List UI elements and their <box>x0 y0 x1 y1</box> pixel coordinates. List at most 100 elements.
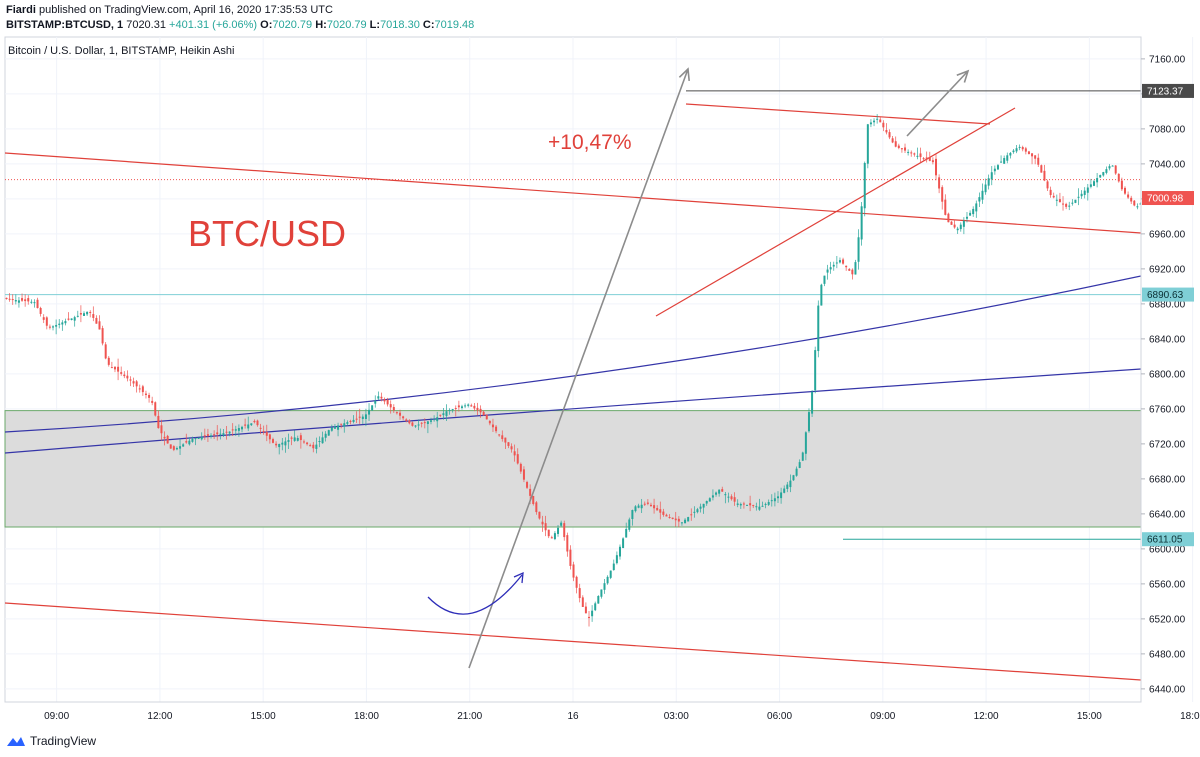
candle-body <box>420 422 423 424</box>
close-label: C: <box>422 19 435 31</box>
candle-body <box>473 405 476 409</box>
candle-body <box>913 153 916 155</box>
candle-body <box>882 122 885 128</box>
candle-body <box>941 187 944 202</box>
candle-body <box>315 444 318 449</box>
candle-body <box>42 317 45 320</box>
candle-body <box>975 203 978 212</box>
candle-body <box>306 442 309 445</box>
candle-body <box>718 489 721 494</box>
candle-body <box>553 533 556 540</box>
candle-body <box>188 440 191 445</box>
candle-body <box>1136 206 1139 208</box>
candle-body <box>101 328 104 344</box>
footer-brand[interactable]: TradingView <box>30 734 97 748</box>
candle-body <box>436 417 439 422</box>
horizontal-lines <box>5 90 1141 540</box>
candle-body <box>814 350 817 391</box>
candle-body <box>646 502 649 504</box>
candle-body <box>547 529 550 537</box>
candles <box>5 114 1141 627</box>
candle-body <box>296 438 299 441</box>
candle-body <box>795 468 798 476</box>
candle-body <box>848 269 851 271</box>
price-labels: 7123.37 7000.98 6890.63 6611.05 <box>1142 83 1194 547</box>
candle-body <box>355 418 358 420</box>
candle-body <box>522 469 525 480</box>
candle-body <box>649 504 652 507</box>
candle-body <box>1099 175 1102 178</box>
candle-body <box>965 216 968 219</box>
price-tick-label: 6800.00 <box>1149 369 1186 380</box>
candle-body <box>817 305 820 352</box>
candle-body <box>411 422 414 426</box>
candle-body <box>284 441 287 446</box>
candle-body <box>210 435 213 437</box>
tradingview-logo-icon[interactable] <box>6 734 26 748</box>
candle-body <box>538 511 541 519</box>
candle-body <box>1031 153 1034 157</box>
candle-body <box>312 444 315 449</box>
time-tick-label: 16 <box>567 711 579 722</box>
candle-body <box>135 381 138 387</box>
candle-body <box>76 315 79 317</box>
candle-body <box>399 412 402 416</box>
candle-body <box>749 503 752 506</box>
candle-body <box>281 442 284 445</box>
candle-body <box>52 326 55 328</box>
author-name[interactable]: Fiardi <box>6 4 36 16</box>
price-axis[interactable]: 6440.00 6480.00 6520.00 6560.00 6600.00 6640.… <box>1141 54 1186 695</box>
candle-body <box>182 444 185 447</box>
candle-body <box>606 576 609 584</box>
candle-body <box>1086 187 1089 193</box>
price-label-box <box>1142 532 1194 547</box>
candle-body <box>544 523 547 531</box>
candle-body <box>684 519 687 524</box>
time-tick-label: 21:00 <box>457 711 482 722</box>
candle-body <box>33 302 36 304</box>
candle-body <box>761 505 764 507</box>
candle-body <box>674 518 677 521</box>
candle-body <box>885 130 888 133</box>
candle-body <box>519 463 522 472</box>
candle-body <box>773 498 776 502</box>
candle-body <box>925 157 928 160</box>
price-tick-label: 7160.00 <box>1149 54 1186 65</box>
candle-body <box>346 422 349 424</box>
candle-body <box>1127 194 1130 198</box>
candle-body <box>231 429 234 431</box>
candle-body <box>179 446 182 449</box>
candle-body <box>488 420 491 424</box>
price-label-text: 6890.63 <box>1147 290 1184 301</box>
candle-body <box>1105 169 1108 173</box>
candle-body <box>389 404 392 408</box>
candle-body <box>671 517 674 519</box>
ohlc-header: BITSTAMP:BTCUSD, 1 7020.31 +401.31 (+6.0… <box>6 19 474 31</box>
close-value: 7019.48 <box>434 19 475 31</box>
candle-body <box>151 400 154 403</box>
candle-body <box>395 412 398 414</box>
candle-body <box>433 419 436 421</box>
candle-body <box>1096 178 1099 183</box>
price-tick-label: 7040.00 <box>1149 159 1186 170</box>
candle-body <box>1083 190 1086 195</box>
candle-body <box>234 429 237 431</box>
candle-body <box>476 407 479 411</box>
candle-body <box>687 517 690 522</box>
candle-body <box>39 307 42 314</box>
candle-body <box>259 427 262 429</box>
candle-body <box>460 406 463 409</box>
candle-body <box>653 505 656 509</box>
candle-body <box>792 475 795 481</box>
candle-body <box>993 168 996 172</box>
candle-body <box>1043 170 1046 181</box>
time-axis[interactable]: 09:00 12:00 15:00 18:00 21:00 16 03:00 06:00 09:… <box>5 701 1200 722</box>
candle-body <box>513 451 516 456</box>
channel-upper-line <box>5 152 1141 234</box>
time-tick-label: 15:00 <box>1077 711 1102 722</box>
candle-body <box>194 438 197 440</box>
candle-body <box>203 435 206 437</box>
price-tick-label: 6840.00 <box>1149 334 1186 345</box>
symbol-label: BITSTAMP:BTCUSD, 1 <box>6 19 124 31</box>
